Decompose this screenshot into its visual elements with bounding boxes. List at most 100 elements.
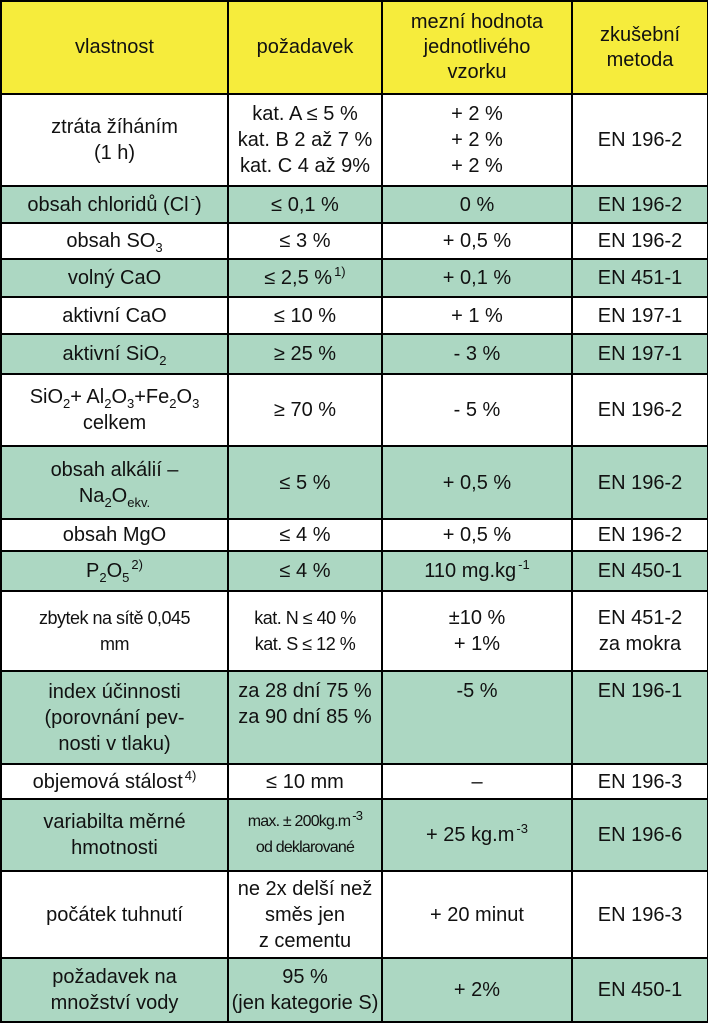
text-run: z cementu: [258, 929, 352, 952]
cell-line: obsah MgO: [4, 522, 225, 548]
subscript: 2: [104, 494, 112, 510]
text-run: mezní hodnota: [410, 11, 544, 33]
cell-line: za 28 dní 75 %: [231, 678, 379, 704]
text-run: kat. C 4 až 9%: [239, 155, 371, 177]
text-run: 110 mg.kg: [424, 560, 517, 582]
text-run: Na: [78, 484, 105, 507]
text-run: metoda: [606, 48, 674, 71]
table-cell: ≤ 2,5 % 1): [227, 258, 383, 298]
text-run: ): [194, 193, 202, 216]
cell-line: EN 451-2: [575, 605, 705, 631]
cell-line: EN 197-1: [575, 303, 705, 329]
text-run: ≤ 2,5 %: [264, 267, 333, 289]
cell-line: + 2%: [385, 977, 569, 1003]
cell-line: - 5 %: [385, 397, 569, 423]
table-cell: + 2 % + 2 % + 2 %: [381, 93, 573, 187]
cell-line: z cementu: [231, 928, 379, 954]
subscript: 2: [104, 396, 112, 411]
cell-line: 0 %: [385, 192, 569, 218]
cell-line: hmotnosti: [4, 835, 225, 861]
table-cell: - 5 %: [381, 373, 573, 447]
cell-line: 95 %: [231, 964, 379, 990]
table-cell: za 28 dní 75 % za 90 dní 85 %: [227, 670, 383, 765]
cell-line: EN 196-2: [575, 522, 705, 548]
table-row: index účinnosti (porovnání pev-nosti v tl…: [0, 670, 708, 765]
subscript: ekv.: [127, 494, 151, 510]
cell-line: + 2 %: [385, 127, 569, 153]
text-run: aktivní CaO: [62, 304, 167, 327]
text-run: (porovnání pev-: [44, 706, 185, 729]
text-run: +Fe: [134, 386, 170, 408]
text-run: hmotnosti: [71, 837, 158, 859]
header-cell: zkušební metoda: [571, 0, 708, 95]
text-run: vzorku: [447, 61, 507, 83]
table-cell: ≥ 70 %: [227, 373, 383, 447]
table-cell: EN 196-3: [571, 763, 708, 800]
text-run: obsah chloridů (Cl: [27, 193, 189, 216]
text-run: jednotlivého: [423, 36, 531, 58]
table-cell: EN 196-2: [571, 222, 708, 260]
cell-line: ≤ 10 %: [231, 303, 379, 329]
text-run: ±10 %: [448, 607, 506, 629]
cell-line: EN 450-1: [575, 558, 705, 584]
cell-line: mezní hodnota: [385, 10, 569, 35]
text-run: aktivní SiO: [62, 343, 160, 365]
text-run: ≤ 5 %: [279, 471, 331, 494]
text-run: ≥ 70 %: [273, 399, 337, 421]
table-cell: obsah alkálií – Na2Oekv.: [0, 445, 229, 520]
subscript: 3: [192, 396, 200, 411]
text-run: za 28 dní 75 %: [238, 680, 372, 702]
text-run: + 20 minut: [430, 903, 524, 926]
table-cell: EN 197-1: [571, 333, 708, 375]
cell-line: + 0,5 %: [385, 228, 569, 254]
cell-line: EN 451-1: [575, 265, 705, 291]
table-cell: EN 196-2: [571, 445, 708, 520]
cell-line: EN 197-1: [575, 341, 705, 367]
cell-line: (1 h): [4, 140, 225, 166]
table-cell: EN 196-6: [571, 798, 708, 872]
table-cell: kat. A ≤ 5 % kat. B 2 až 7 % kat. C 4 až 9…: [227, 93, 383, 187]
superscript: -3: [516, 821, 528, 837]
text-run: počátek tuhnutí: [46, 903, 183, 926]
cell-line: množství vody: [4, 990, 225, 1016]
table-row: aktivní CaO ≤ 10 % + 1 % EN 197-1: [0, 296, 708, 335]
table-row: SiO2+ Al2O3+Fe2O3 celkem ≥ 70 % - 5 % EN 196…: [0, 373, 708, 447]
subscript: 3: [155, 240, 163, 255]
text-run: + 0,5 %: [442, 230, 512, 252]
text-run: za 90 dní 85 %: [238, 706, 372, 728]
table-cell: EN 196-2: [571, 93, 708, 187]
table-row: P2O52) ≤ 4 % 110 mg.kg -1 EN 450-1: [0, 550, 708, 592]
cell-line: vlastnost: [4, 35, 225, 60]
subscript: 2: [99, 570, 107, 585]
table-cell: obsah SO3: [0, 222, 229, 260]
text-run: + 0,1 %: [442, 267, 512, 289]
text-run: (jen kategorie S): [231, 992, 379, 1014]
table-body: ztráta žíháním (1 h) kat. A ≤ 5 % kat. B 2 …: [0, 93, 708, 1023]
text-run: EN 450-1: [597, 979, 683, 1001]
table-cell: ≤ 3 %: [227, 222, 383, 260]
cell-line: EN 196-2: [575, 228, 705, 254]
text-run: EN 196-2: [597, 399, 683, 421]
table-cell: požadavek na množství vody: [0, 957, 229, 1023]
text-run: SiO: [29, 386, 64, 408]
table-cell: EN 451-1: [571, 258, 708, 298]
table-cell: ≤ 10 %: [227, 296, 383, 335]
text-run: (1 h): [93, 142, 136, 164]
table-cell: 110 mg.kg -1: [381, 550, 573, 592]
cell-line: nosti v tlaku): [4, 731, 225, 757]
cell-line: zbytek na sítě 0,045: [4, 605, 225, 631]
cell-line: směs jen: [231, 902, 379, 928]
text-run: ≤ 10 mm: [266, 770, 344, 793]
text-run: za mokra: [598, 633, 682, 655]
cell-line: (jen kategorie S): [231, 990, 379, 1016]
cell-line: obsah alkálií –: [4, 457, 225, 483]
text-run: + 0,5 %: [442, 524, 512, 546]
table-cell: ±10 % + 1%: [381, 590, 573, 672]
table-cell: + 20 minut: [381, 870, 573, 959]
table-row: ztráta žíháním (1 h) kat. A ≤ 5 % kat. B 2 …: [0, 93, 708, 187]
text-run: + 2 %: [451, 103, 503, 125]
text-run: zbytek na sítě 0,045: [38, 608, 191, 628]
text-run: EN 196-2: [597, 471, 683, 494]
text-run: –: [471, 770, 483, 793]
